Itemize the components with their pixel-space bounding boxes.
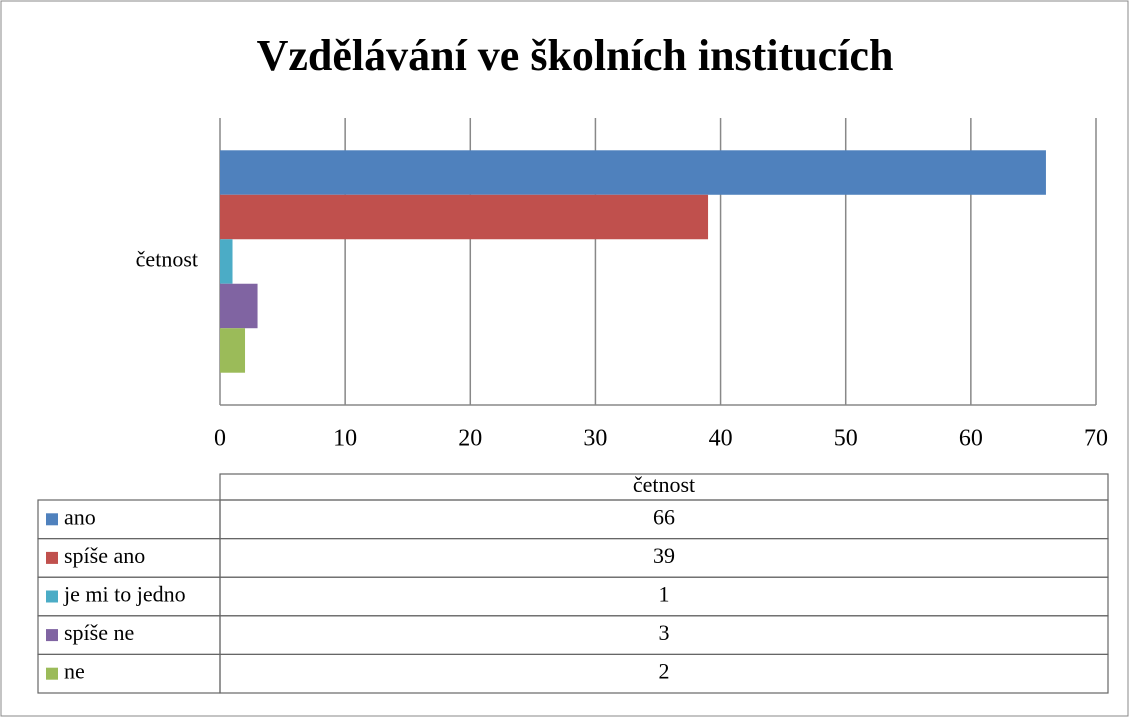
x-tick-label: 50	[834, 426, 858, 452]
x-tick-label: 70	[1084, 426, 1108, 452]
bar	[220, 150, 1046, 195]
legend-label: ne	[64, 659, 85, 684]
legend-swatch	[46, 590, 58, 603]
x-tick-label: 40	[709, 426, 733, 452]
legend-label: je mi to jedno	[63, 582, 186, 607]
table-value: 66	[653, 504, 675, 529]
bar	[220, 283, 258, 329]
x-tick-label: 0	[214, 426, 226, 452]
chart-title: Vzdělávání ve školních institucích	[257, 31, 894, 80]
table-value-cell	[219, 653, 1109, 694]
bar	[220, 239, 233, 284]
table-value: 3	[659, 620, 670, 645]
table-value: 39	[653, 543, 675, 568]
legend-swatch	[46, 667, 58, 680]
bar	[220, 328, 246, 373]
x-tick-label: 10	[333, 426, 357, 452]
legend-label: ano	[64, 504, 96, 529]
x-tick-label: 30	[583, 426, 607, 452]
bar	[220, 194, 709, 240]
x-tick-label: 60	[959, 426, 983, 452]
x-tick-label: 20	[458, 426, 482, 452]
legend-swatch	[46, 513, 58, 526]
legend-swatch	[46, 629, 58, 642]
table-value: 2	[659, 659, 670, 684]
y-tick-label: četnost	[136, 247, 198, 272]
legend-label: spíše ne	[64, 620, 134, 645]
legend-swatch	[46, 551, 58, 564]
table-header: četnost	[633, 472, 695, 497]
table-value: 1	[659, 582, 670, 607]
legend-label: spíše ano	[64, 543, 145, 568]
